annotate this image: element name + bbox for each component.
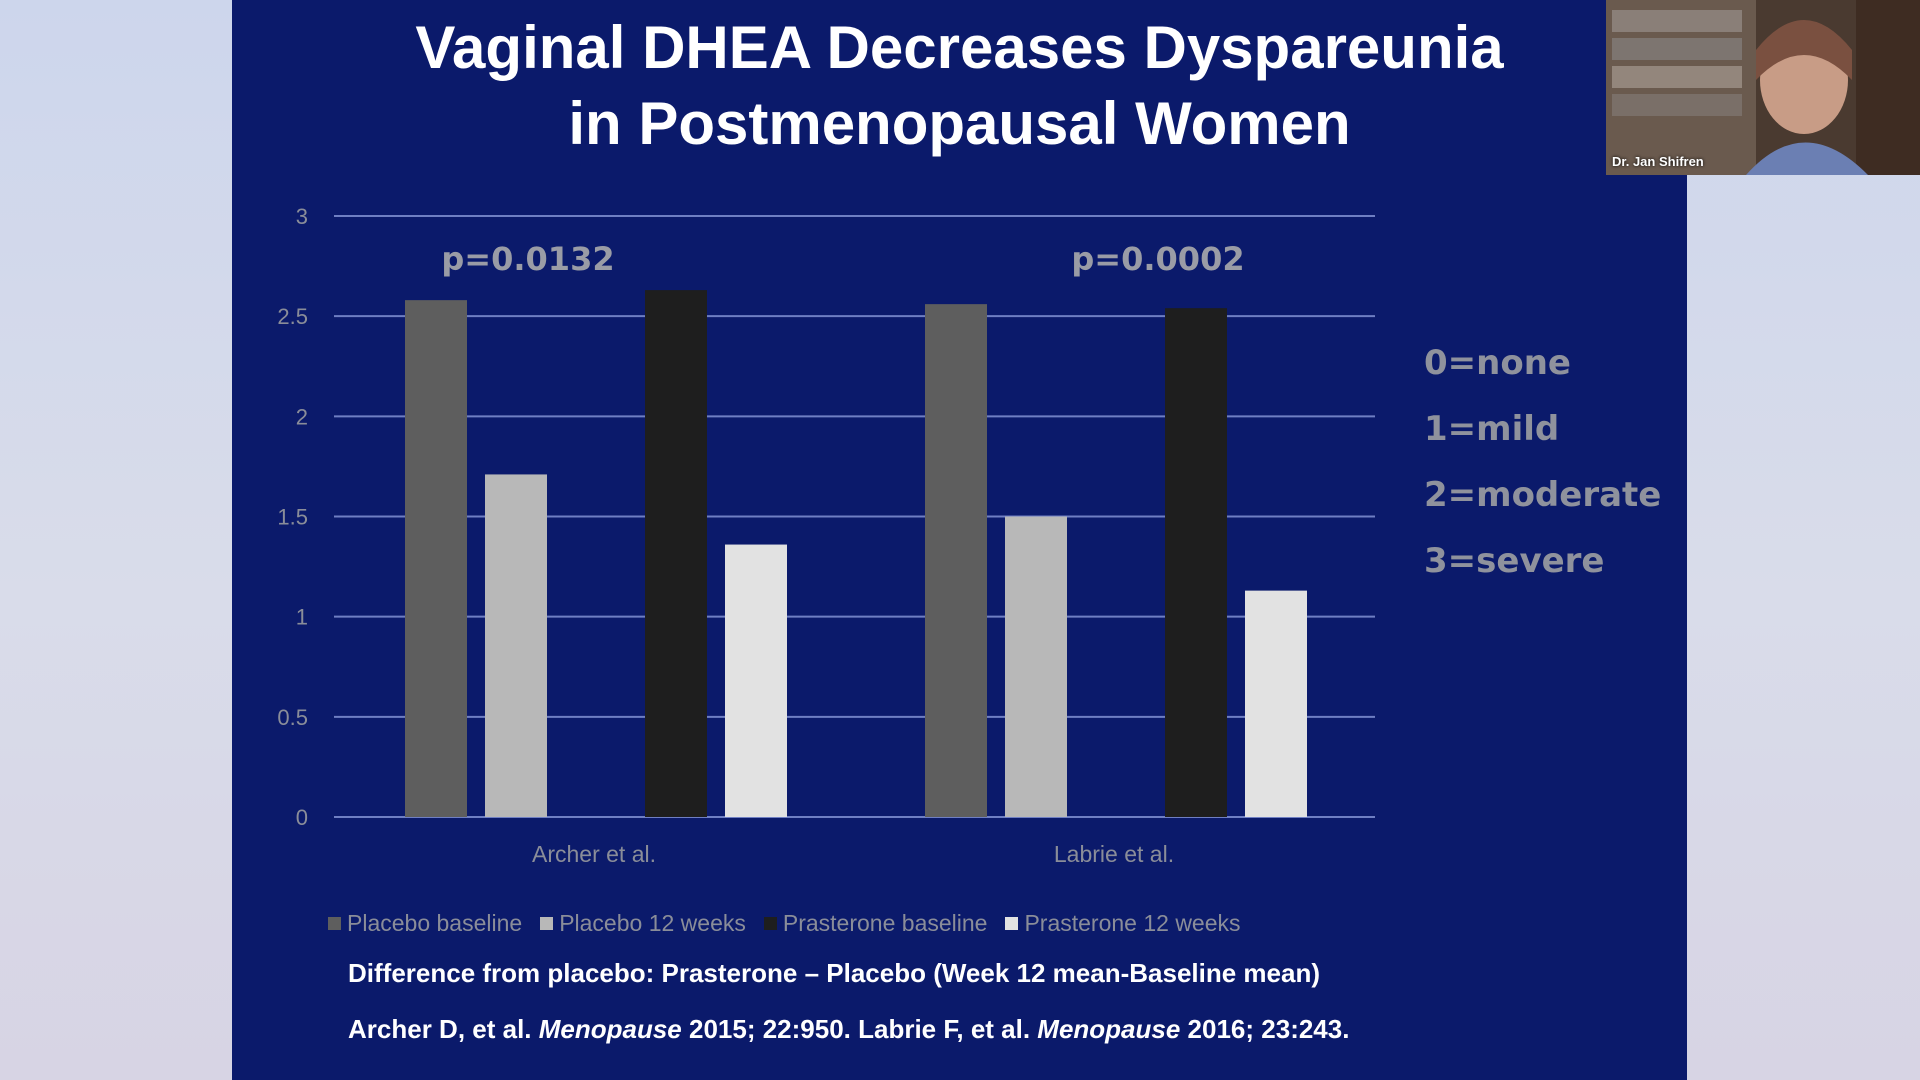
- p-value-annotation: p=0.0132: [441, 240, 614, 278]
- y-tick-label: 2: [296, 404, 308, 429]
- legend-item-prasterone-baseline: Prasterone baseline: [763, 910, 988, 937]
- bar-prasterone-baseline: [645, 290, 707, 818]
- difference-footnote: Difference from placebo: Prasterone – Pl…: [348, 958, 1320, 988]
- legend-item-placebo-12-weeks: Placebo 12 weeks: [540, 910, 746, 937]
- y-tick-label: 2.5: [277, 304, 308, 329]
- bar-chart: 0 0.5 1 1.5 2 2.5 3 Archer et al. Labrie et al.…: [277, 204, 1375, 867]
- chart-bars: [405, 290, 1307, 818]
- legend-swatch: [328, 917, 341, 930]
- bar-prasterone-12-weeks: [1245, 590, 1307, 817]
- citation-journal: Menopause: [1037, 1014, 1181, 1044]
- citation-archer-ref: 2015; 22:950. Labrie F, et al.: [681, 1014, 1038, 1044]
- y-tick-label: 1.5: [277, 505, 308, 530]
- speaker-name-label: Dr. Jan Shifren: [1612, 154, 1704, 169]
- citation-journal: Menopause: [538, 1014, 682, 1044]
- legend-swatch: [763, 917, 777, 930]
- legend-label: Prasterone baseline: [782, 910, 988, 936]
- slide-title-line-1: Vaginal DHEA Decreases Dyspareunia: [415, 14, 1504, 81]
- bar-placebo-baseline: [925, 304, 987, 817]
- x-axis-category-labels: Archer et al. Labrie et al.: [532, 841, 1174, 867]
- y-tick-label: 3: [296, 204, 308, 229]
- citation-footnote: Archer D, et al. Menopause 2015; 22:950.…: [348, 1014, 1349, 1045]
- bar-placebo-12-weeks: [485, 474, 547, 817]
- legend-item-prasterone-12-weeks: Prasterone 12 weeks: [1005, 910, 1241, 937]
- slide-title: Vaginal DHEA Decreases Dyspareunia in Po…: [232, 10, 1687, 162]
- speaker-video-tile[interactable]: Dr. Jan Shifren: [1606, 0, 1920, 175]
- legend-label: Placebo baseline: [347, 910, 523, 936]
- slide-title-line-2: in Postmenopausal Women: [568, 90, 1351, 157]
- citation-archer-authors: Archer D, et al.: [348, 1014, 539, 1044]
- citation-labrie-ref: 2016; 23:243.: [1180, 1014, 1350, 1044]
- legend-item-placebo-baseline: Placebo baseline: [328, 910, 522, 937]
- y-tick-label: 0.5: [277, 705, 308, 730]
- y-tick-label: 1: [296, 605, 308, 630]
- chart-annotations: p=0.0132 p=0.0002: [441, 240, 1244, 278]
- bar-placebo-12-weeks: [1005, 516, 1067, 817]
- x-category-label: Labrie et al.: [1054, 841, 1174, 867]
- video-frame: [1606, 0, 1920, 175]
- chart-legend: Placebo baseline Placebo 12 weeks Praste…: [328, 910, 1241, 937]
- y-tick-label: 0: [296, 805, 308, 830]
- bar-prasterone-12-weeks: [725, 544, 787, 817]
- p-value-annotation: p=0.0002: [1071, 240, 1244, 278]
- y-axis-tick-labels: 0 0.5 1 1.5 2 2.5 3: [277, 204, 308, 830]
- scale-key-item: 2=moderate: [1424, 475, 1662, 515]
- severity-scale-key: 0=none 1=mild 2=moderate 3=severe: [1424, 330, 1661, 594]
- legend-swatch: [1005, 917, 1019, 930]
- scale-key-item: 3=severe: [1424, 541, 1605, 581]
- legend-label: Prasterone 12 weeks: [1024, 910, 1241, 936]
- bar-prasterone-baseline: [1165, 308, 1227, 817]
- legend-swatch: [540, 917, 554, 930]
- scale-key-item: 1=mild: [1424, 409, 1560, 449]
- scale-key-item: 0=none: [1424, 343, 1571, 383]
- x-category-label: Archer et al.: [532, 841, 656, 867]
- bar-placebo-baseline: [405, 300, 467, 817]
- presentation-slide: Vaginal DHEA Decreases Dyspareunia in Po…: [232, 0, 1687, 1080]
- legend-label: Placebo 12 weeks: [559, 910, 746, 936]
